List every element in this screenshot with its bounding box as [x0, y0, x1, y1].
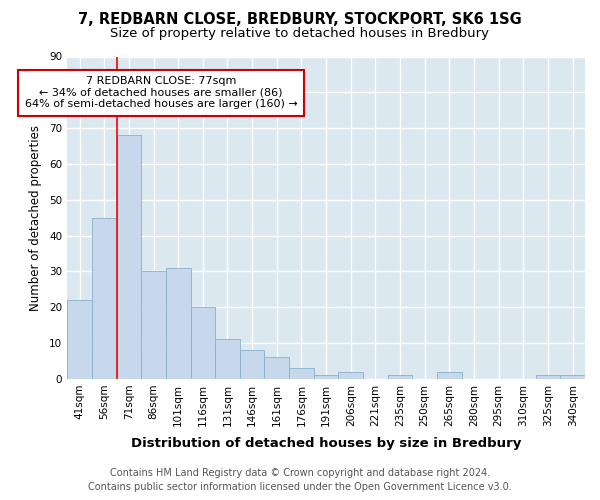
- Bar: [338, 372, 363, 379]
- Text: 7, REDBARN CLOSE, BREDBURY, STOCKPORT, SK6 1SG: 7, REDBARN CLOSE, BREDBURY, STOCKPORT, S…: [78, 12, 522, 28]
- Text: Contains HM Land Registry data © Crown copyright and database right 2024.
Contai: Contains HM Land Registry data © Crown c…: [88, 468, 512, 492]
- Bar: [437, 372, 462, 379]
- Text: Size of property relative to detached houses in Bredbury: Size of property relative to detached ho…: [110, 28, 490, 40]
- Bar: [92, 218, 116, 379]
- Bar: [67, 300, 92, 379]
- Bar: [166, 268, 191, 379]
- Bar: [116, 136, 141, 379]
- Bar: [191, 308, 215, 379]
- Bar: [215, 340, 240, 379]
- X-axis label: Distribution of detached houses by size in Bredbury: Distribution of detached houses by size …: [131, 437, 521, 450]
- Bar: [141, 272, 166, 379]
- Text: 7 REDBARN CLOSE: 77sqm
← 34% of detached houses are smaller (86)
64% of semi-det: 7 REDBARN CLOSE: 77sqm ← 34% of detached…: [25, 76, 297, 110]
- Bar: [240, 350, 265, 379]
- Bar: [289, 368, 314, 379]
- Bar: [265, 358, 289, 379]
- Y-axis label: Number of detached properties: Number of detached properties: [29, 124, 43, 310]
- Bar: [536, 376, 560, 379]
- Bar: [314, 376, 338, 379]
- Bar: [560, 376, 585, 379]
- Bar: [388, 376, 412, 379]
